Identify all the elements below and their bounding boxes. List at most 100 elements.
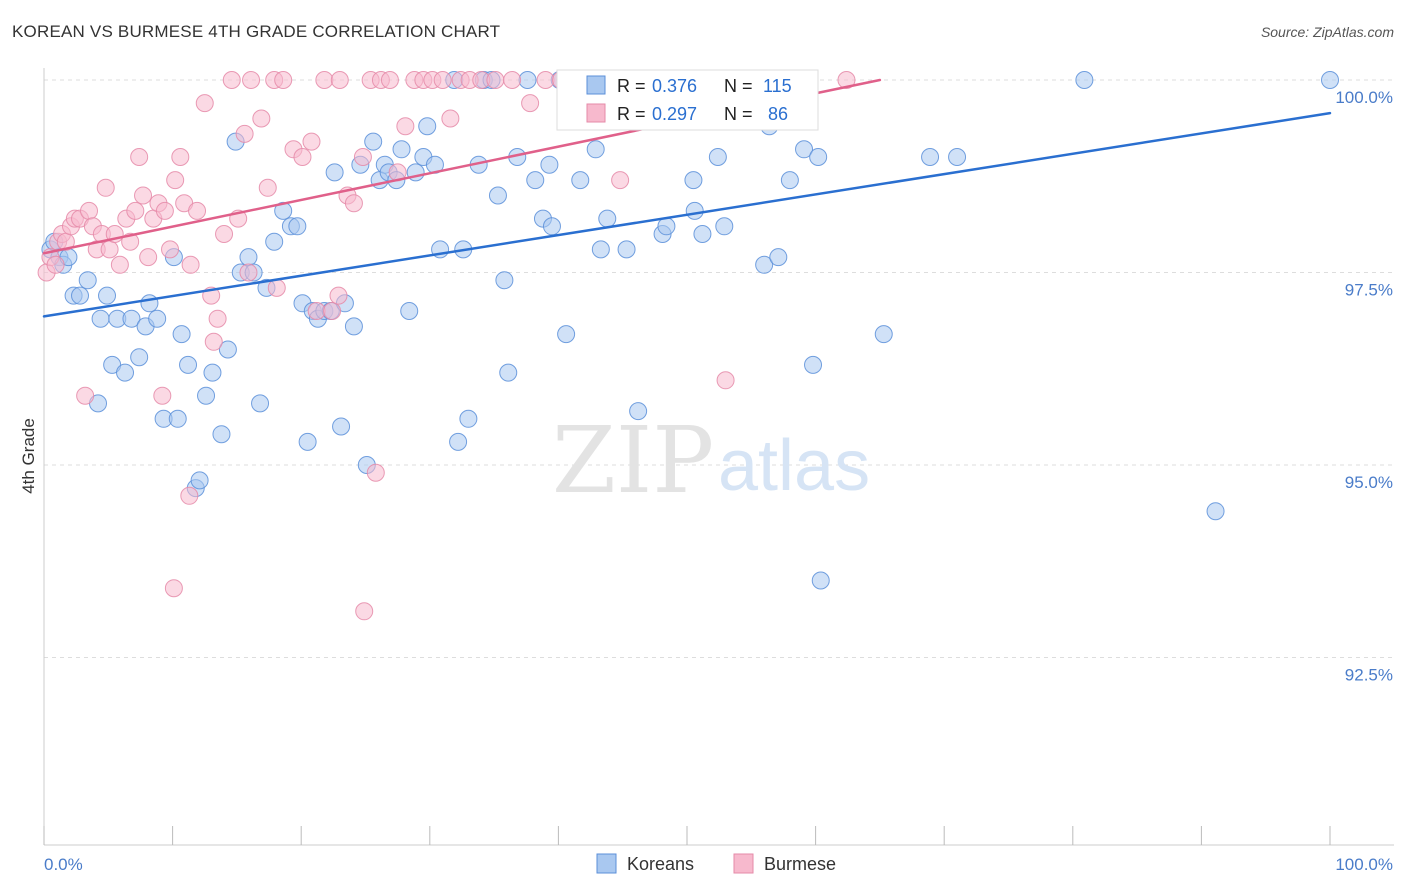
burmese-point bbox=[80, 201, 99, 220]
korean-point bbox=[98, 286, 117, 305]
koreans-trendline bbox=[42, 111, 1332, 318]
korean-point bbox=[251, 394, 270, 413]
korean-point bbox=[495, 271, 514, 290]
y-axis-title: 4th Grade bbox=[19, 418, 38, 494]
burmese-point bbox=[134, 186, 153, 205]
burmese-point bbox=[164, 579, 183, 598]
burmese-point bbox=[242, 71, 261, 89]
korean-point bbox=[459, 409, 478, 428]
y-tick-label: 95.0% bbox=[1345, 473, 1393, 492]
burmese-point bbox=[76, 386, 95, 405]
korean-point bbox=[540, 155, 559, 174]
korean-point bbox=[239, 248, 258, 267]
korean-point bbox=[344, 317, 363, 336]
burmese-point bbox=[503, 71, 522, 89]
korean-point bbox=[499, 363, 518, 382]
korean-point bbox=[190, 471, 209, 490]
burmese-point bbox=[521, 94, 540, 113]
korean-point bbox=[449, 432, 468, 451]
korean-point bbox=[197, 386, 216, 405]
burmese-point bbox=[96, 178, 115, 197]
korean-point bbox=[598, 209, 617, 228]
burmese-point bbox=[161, 240, 180, 259]
korean-point bbox=[617, 240, 636, 259]
korean-point bbox=[1075, 71, 1094, 89]
y-tick-label: 100.0% bbox=[1335, 88, 1393, 107]
koreans-n-label: N = bbox=[724, 76, 753, 96]
korean-point bbox=[332, 417, 351, 436]
legend-burmese-swatch bbox=[733, 853, 754, 874]
burmese-point bbox=[208, 309, 227, 328]
burmese-point bbox=[166, 171, 185, 190]
korean-point bbox=[591, 240, 610, 259]
burmese-point bbox=[110, 255, 129, 274]
y-tick-label: 97.5% bbox=[1345, 281, 1393, 300]
burmese-point bbox=[100, 240, 119, 259]
korean-point bbox=[179, 355, 198, 374]
data-points bbox=[37, 71, 1339, 621]
burmese-r-label: R = bbox=[617, 104, 646, 124]
korean-point bbox=[874, 325, 893, 344]
korean-point bbox=[809, 148, 828, 166]
burmese-point bbox=[130, 148, 149, 166]
y-tick-label: 92.5% bbox=[1345, 666, 1393, 685]
korean-point bbox=[780, 171, 799, 190]
korean-point bbox=[684, 171, 703, 190]
burmese-point bbox=[307, 302, 326, 320]
burmese-point bbox=[716, 371, 735, 390]
korean-point bbox=[298, 432, 317, 451]
burmese-n-value: 86 bbox=[768, 104, 788, 124]
korean-point bbox=[130, 348, 149, 367]
korean-point bbox=[400, 302, 419, 320]
burmese-r-value: 0.297 bbox=[652, 104, 697, 124]
burmese-point bbox=[366, 463, 385, 482]
burmese-point bbox=[153, 386, 172, 405]
burmese-point bbox=[180, 486, 199, 505]
burmese-point bbox=[344, 194, 363, 213]
korean-point bbox=[364, 132, 383, 151]
series-legend: Koreans Burmese bbox=[596, 853, 836, 874]
burmese-point bbox=[155, 201, 174, 220]
burmese-point bbox=[329, 286, 348, 305]
korean-point bbox=[518, 71, 537, 89]
burmese-point bbox=[267, 278, 286, 297]
burmese-point bbox=[396, 117, 415, 136]
korean-point bbox=[715, 217, 734, 236]
korean-point bbox=[218, 340, 237, 359]
chart-title: KOREAN VS BURMESE 4TH GRADE CORRELATION … bbox=[12, 22, 501, 41]
korean-point bbox=[571, 171, 590, 190]
burmese-point bbox=[302, 132, 321, 151]
watermark-atlas: atlas bbox=[718, 426, 870, 506]
burmese-point bbox=[274, 71, 293, 89]
x-tick-labels: 0.0% 100.0% bbox=[44, 855, 1393, 874]
burmese-point bbox=[239, 263, 258, 282]
korean-point bbox=[392, 140, 411, 159]
korean-point bbox=[685, 201, 704, 220]
korean-point bbox=[203, 363, 222, 382]
axes bbox=[43, 68, 1394, 846]
korean-point bbox=[921, 148, 940, 166]
korean-point bbox=[288, 217, 307, 236]
burmese-point bbox=[235, 124, 254, 143]
korean-point bbox=[140, 294, 159, 313]
korean-point bbox=[122, 309, 141, 328]
burmese-point bbox=[188, 201, 207, 220]
korean-point bbox=[948, 148, 967, 166]
burmese-point bbox=[204, 332, 223, 351]
burmese-point bbox=[293, 148, 312, 166]
korean-point bbox=[488, 186, 507, 205]
burmese-point bbox=[611, 171, 630, 190]
korean-point bbox=[657, 217, 676, 236]
burmese-point bbox=[323, 302, 342, 320]
korean-point bbox=[708, 148, 727, 166]
y-tick-labels: 100.0% 97.5% 95.0% 92.5% bbox=[1335, 88, 1393, 685]
korean-point bbox=[755, 255, 774, 274]
korean-point bbox=[557, 325, 576, 344]
burmese-point bbox=[139, 248, 158, 267]
stats-legend: R = 0.376 N = 115 R = 0.297 N = 86 bbox=[556, 69, 819, 131]
korean-point bbox=[629, 402, 648, 421]
legend-burmese-label: Burmese bbox=[764, 854, 836, 874]
burmese-point bbox=[353, 148, 372, 166]
burmese-point bbox=[380, 71, 399, 89]
burmese-point bbox=[215, 225, 234, 243]
